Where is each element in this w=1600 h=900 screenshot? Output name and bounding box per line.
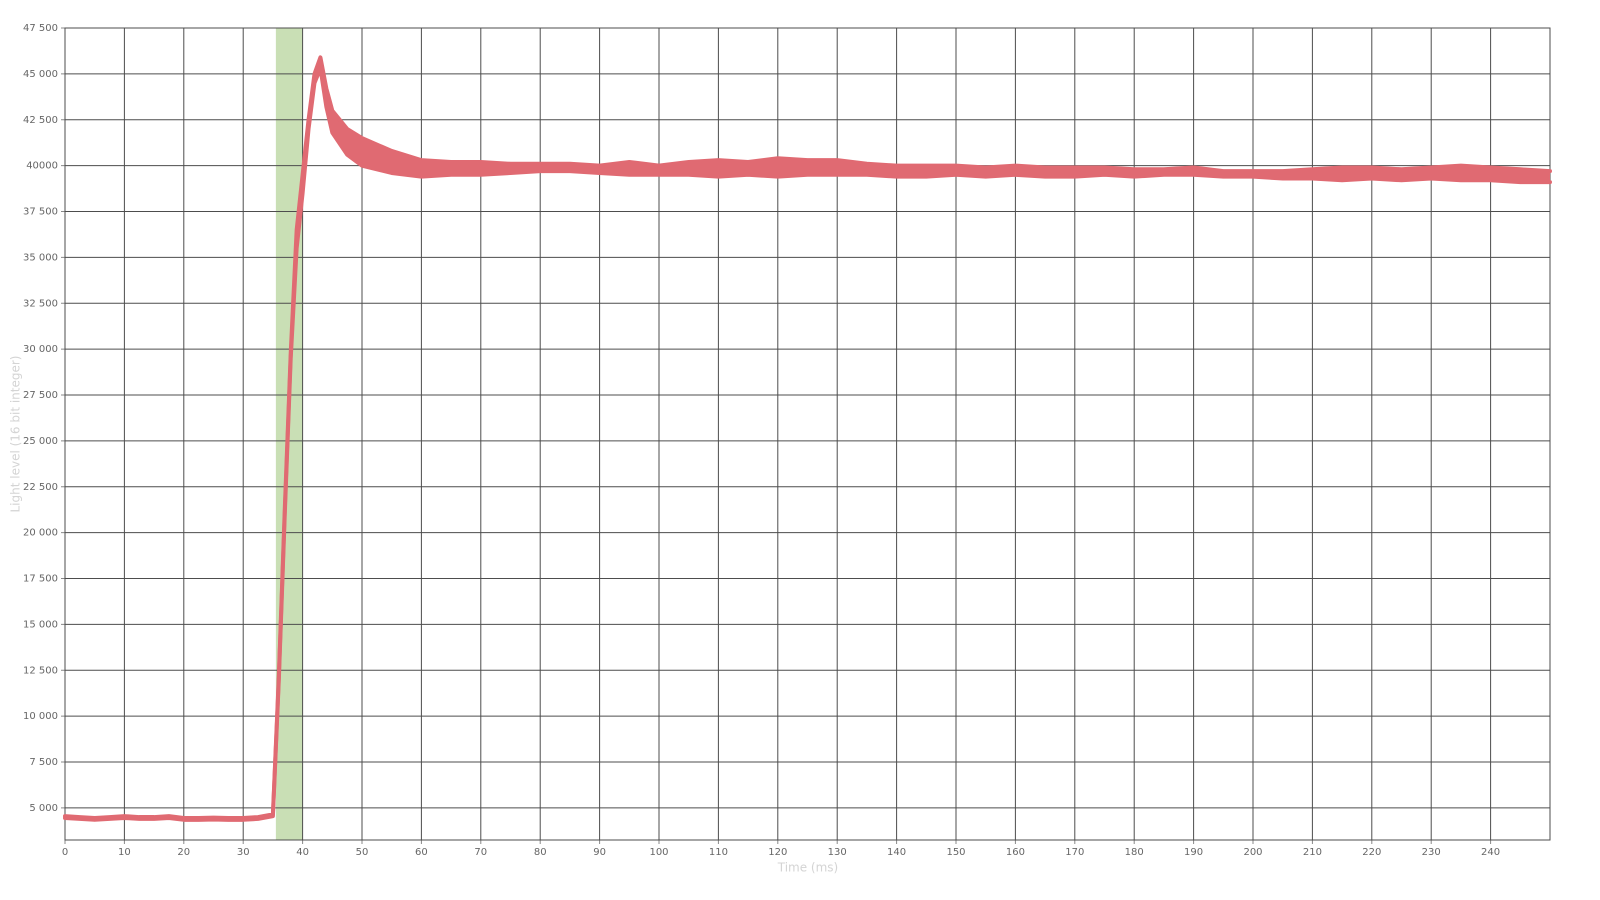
y-tick-label: 25 000 bbox=[23, 436, 58, 447]
x-tick-label: 210 bbox=[1303, 847, 1322, 858]
y-tick-label: 27 500 bbox=[23, 390, 58, 401]
y-axis-title: Light level (16 bit integer) bbox=[9, 356, 23, 513]
x-tick-label: 20 bbox=[177, 847, 190, 858]
x-tick-label: 70 bbox=[474, 847, 487, 858]
x-tick-label: 230 bbox=[1422, 847, 1441, 858]
x-tick-label: 30 bbox=[237, 847, 250, 858]
x-tick-label: 50 bbox=[356, 847, 369, 858]
y-tick-label: 35 000 bbox=[23, 252, 58, 263]
y-tick-label: 42 500 bbox=[23, 115, 58, 126]
x-tick-label: 200 bbox=[1243, 847, 1262, 858]
x-tick-label: 40 bbox=[296, 847, 309, 858]
x-tick-label: 120 bbox=[768, 847, 787, 858]
plot-frame bbox=[64, 27, 1551, 841]
y-tick-label: 10 000 bbox=[23, 711, 58, 722]
y-tick-label: 15 000 bbox=[23, 619, 58, 630]
y-tick-label: 12 500 bbox=[23, 665, 58, 676]
x-tick-label: 240 bbox=[1481, 847, 1500, 858]
y-tick-label: 47 500 bbox=[23, 23, 58, 34]
y-tick-label: 5 000 bbox=[29, 803, 58, 814]
x-tick-label: 80 bbox=[534, 847, 547, 858]
x-tick-label: 60 bbox=[415, 847, 428, 858]
y-tick-label: 7 500 bbox=[29, 757, 58, 768]
x-tick-label: 150 bbox=[946, 847, 965, 858]
x-tick-label: 100 bbox=[649, 847, 668, 858]
y-tick-label: 30 000 bbox=[23, 344, 58, 355]
x-tick-label: 220 bbox=[1362, 847, 1381, 858]
x-tick-label: 0 bbox=[62, 847, 68, 858]
x-tick-label: 130 bbox=[828, 847, 847, 858]
y-tick-label: 20 000 bbox=[23, 528, 58, 539]
x-tick-label: 160 bbox=[1006, 847, 1025, 858]
x-tick-label: 170 bbox=[1065, 847, 1084, 858]
x-tick-label: 190 bbox=[1184, 847, 1203, 858]
y-tick-label: 32 500 bbox=[23, 298, 58, 309]
y-tick-label: 37 500 bbox=[23, 207, 58, 218]
x-tick-label: 10 bbox=[118, 847, 131, 858]
x-tick-label: 180 bbox=[1125, 847, 1144, 858]
range-edge bbox=[63, 55, 1552, 820]
y-tick-label: 45 000 bbox=[23, 69, 58, 80]
y-tick-label: 22 500 bbox=[23, 482, 58, 493]
x-axis-title: Time (ms) bbox=[777, 861, 839, 875]
x-tick-label: 140 bbox=[887, 847, 906, 858]
y-tick-label: 40000 bbox=[26, 161, 58, 172]
x-tick-label: 90 bbox=[593, 847, 606, 858]
x-tick-label: 110 bbox=[709, 847, 728, 858]
y-tick-label: 17 500 bbox=[23, 574, 58, 585]
